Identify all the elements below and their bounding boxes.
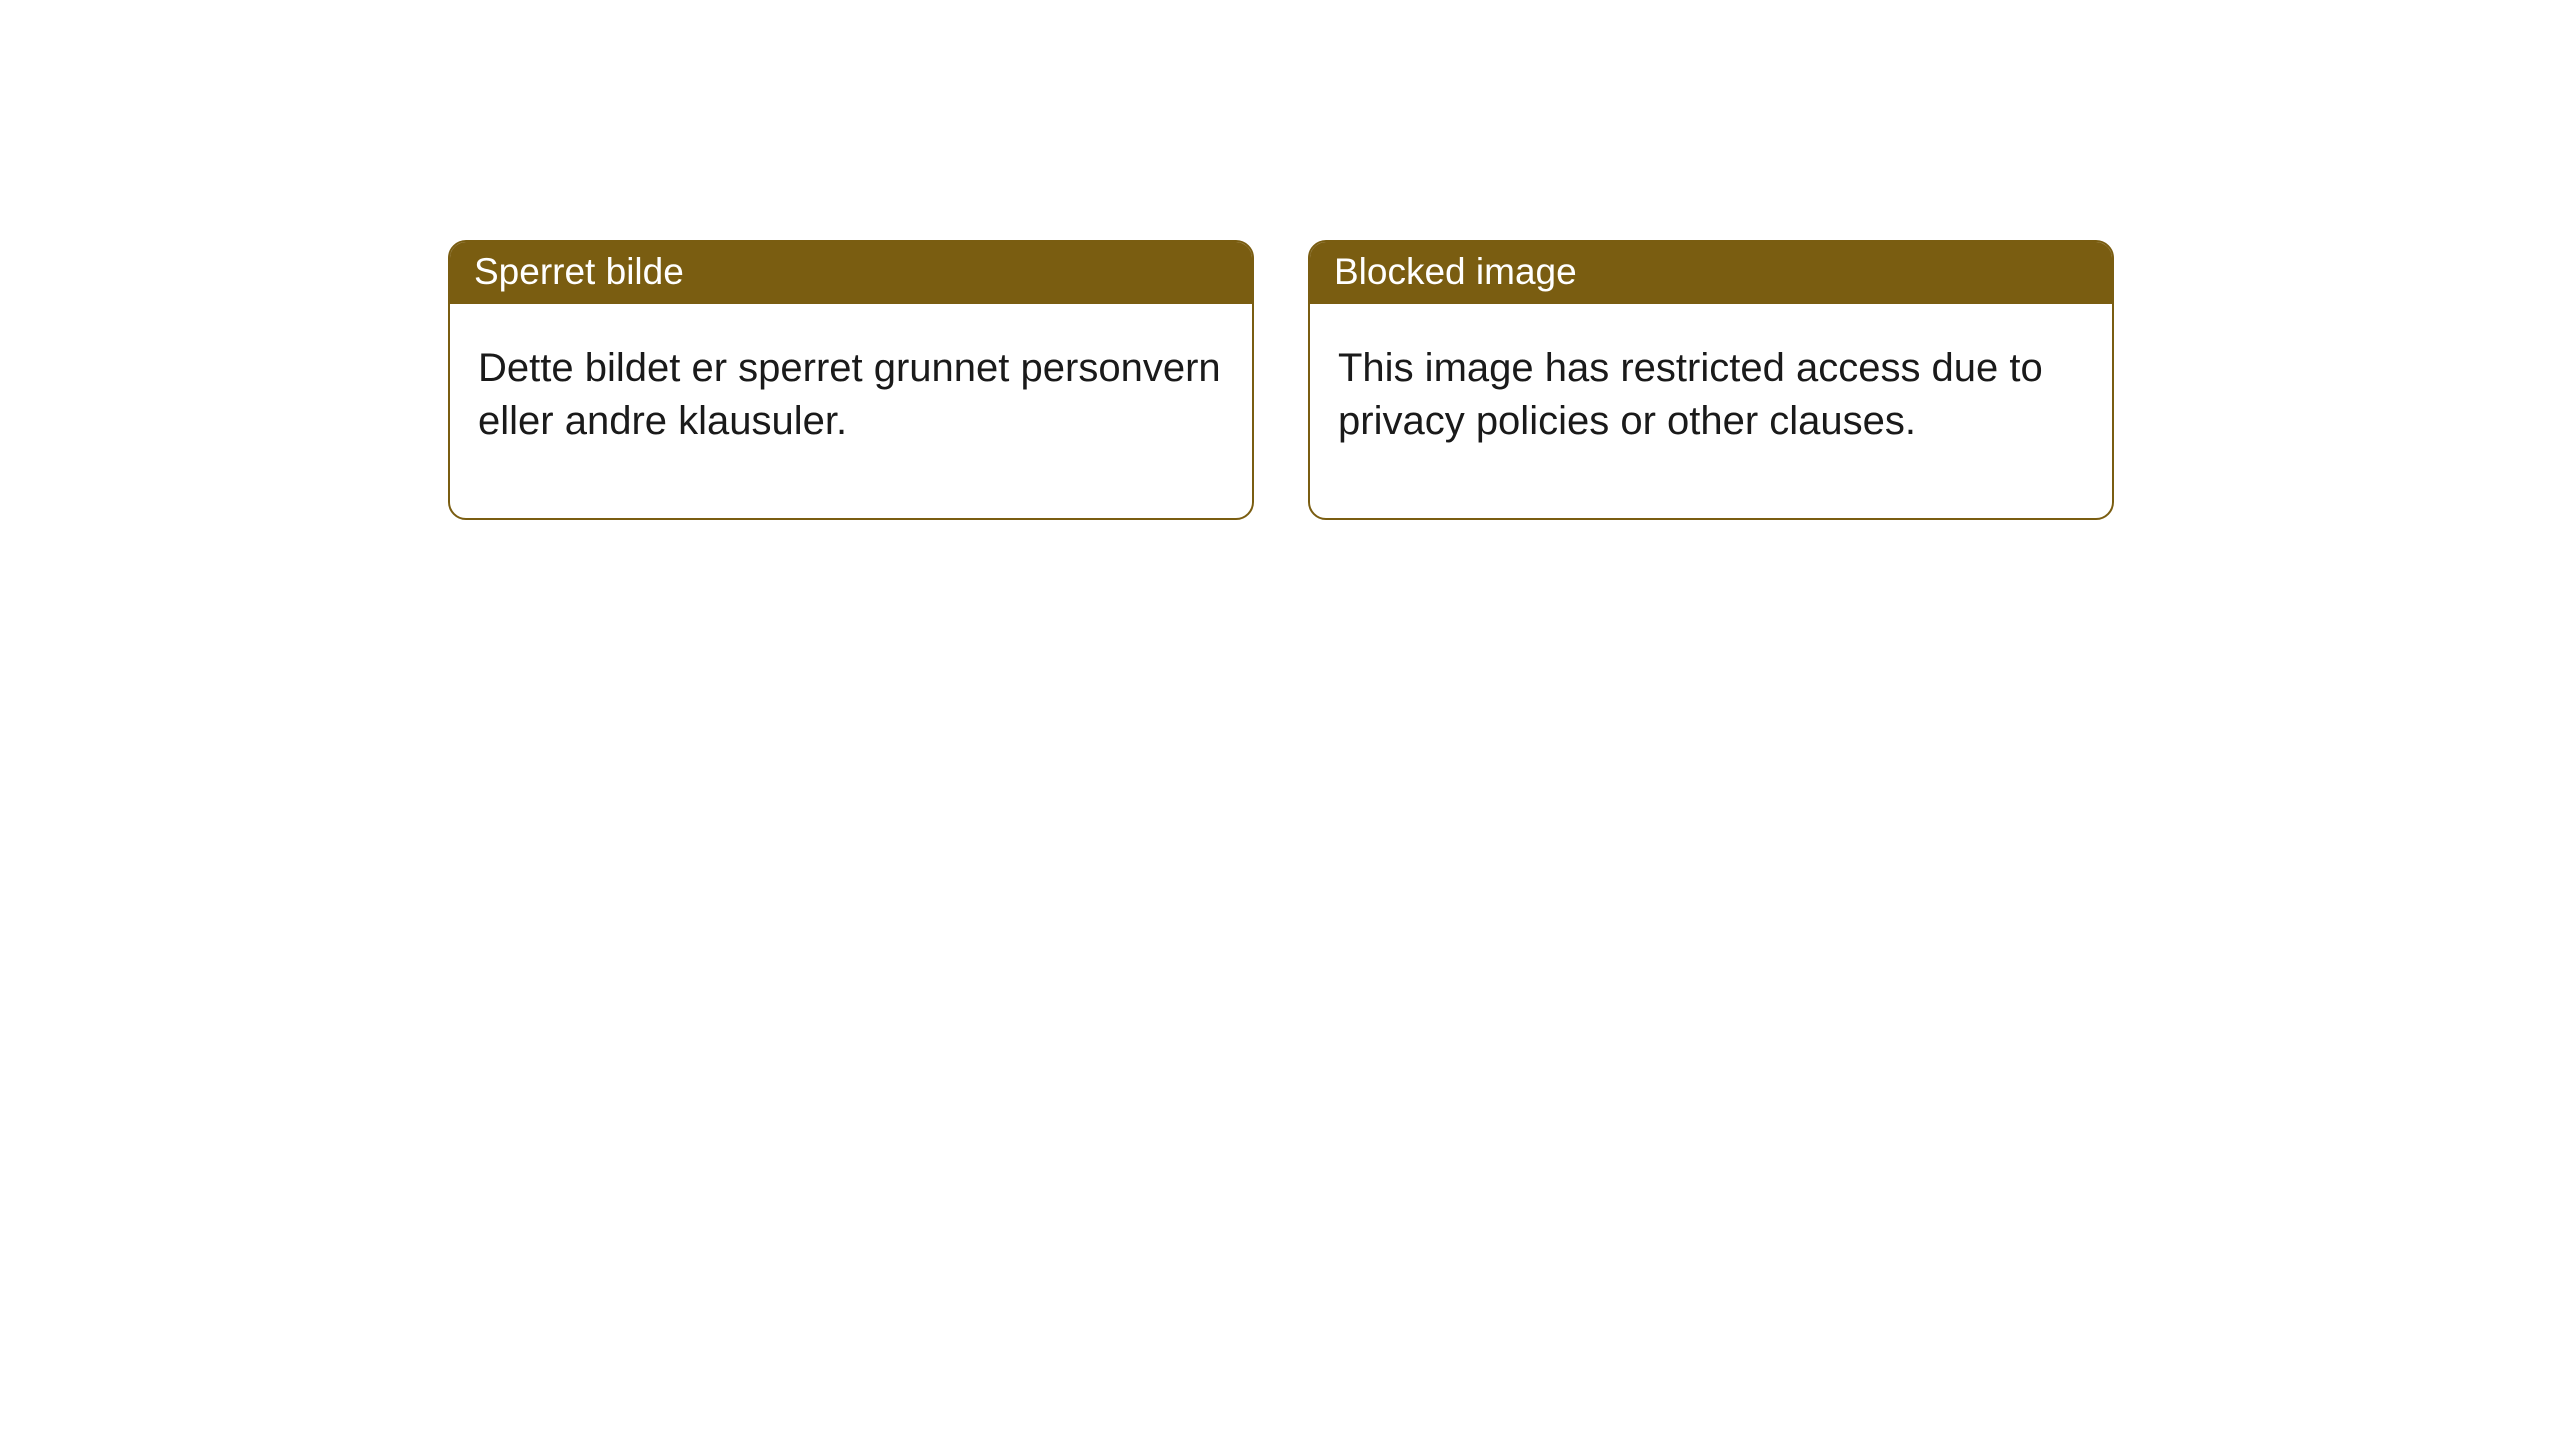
notice-container: Sperret bilde Dette bildet er sperret gr… [0, 0, 2560, 520]
notice-body: Dette bildet er sperret grunnet personve… [450, 304, 1252, 518]
notice-body: This image has restricted access due to … [1310, 304, 2112, 518]
notice-card-english: Blocked image This image has restricted … [1308, 240, 2114, 520]
notice-header: Sperret bilde [450, 242, 1252, 304]
notice-header: Blocked image [1310, 242, 2112, 304]
notice-card-norwegian: Sperret bilde Dette bildet er sperret gr… [448, 240, 1254, 520]
